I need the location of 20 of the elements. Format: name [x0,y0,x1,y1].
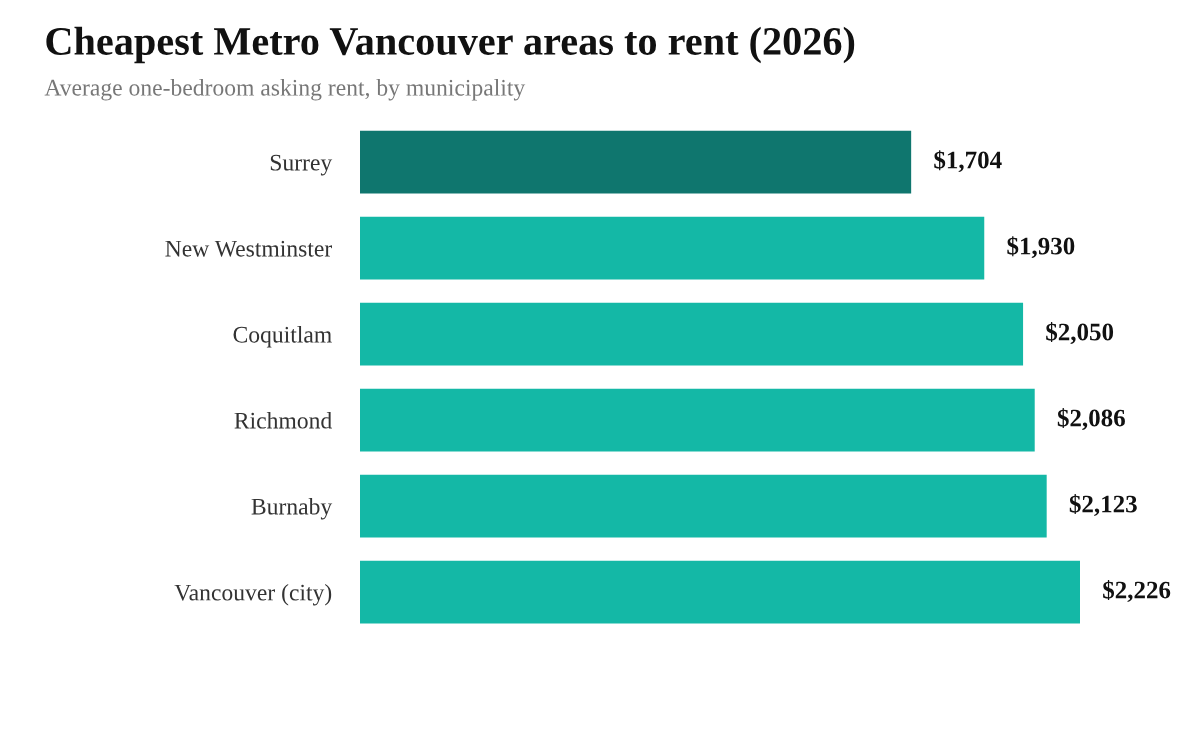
data-label: $2,086 [1057,408,1125,431]
data-label: $1,930 [1007,236,1075,259]
data-label: $1,704 [934,150,1002,173]
bar [360,560,1080,624]
bar [360,474,1047,538]
bar [360,302,1024,366]
data-label: $2,050 [1046,322,1114,345]
y-tick-label: Burnaby [251,497,333,520]
chart-subtitle: Average one-bedroom asking rent, by municipality [44,79,526,101]
y-tick-label: Richmond [234,412,332,429]
y-tick-label: Surrey [270,154,333,176]
chart-title: Cheapest Metro Vancouver areas to rent (2026) [46,26,855,64]
y-tick-label: New Westminster [165,240,333,257]
y-tick-label: Vancouver (city) [174,583,332,606]
y-tick-label: Coquitlam [233,326,332,348]
bar [360,130,912,194]
bar [360,216,985,280]
data-label: $2,226 [1103,580,1171,603]
data-label: $2,123 [1069,494,1137,517]
bar [360,388,1035,452]
